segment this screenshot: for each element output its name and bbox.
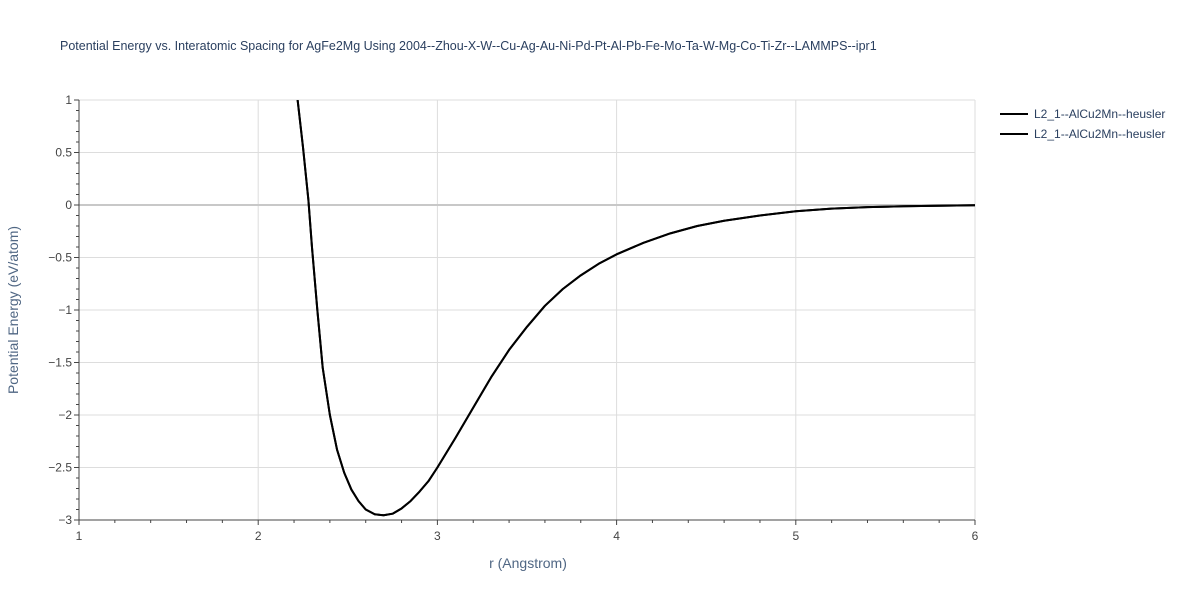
y-tick-label: −3 [58, 513, 72, 527]
x-tick-label: 3 [434, 529, 441, 543]
x-tick-label: 4 [613, 529, 620, 543]
y-tick-label: −1.5 [48, 356, 72, 370]
y-tick-label: 1 [65, 93, 72, 107]
y-axis-title: Potential Energy (eV/atom) [5, 226, 21, 394]
series-line-2 [296, 100, 975, 517]
x-tick-label: 6 [972, 529, 979, 543]
axes [74, 99, 976, 525]
y-tick-label: −2 [58, 408, 72, 422]
y-tick-label: −2.5 [48, 461, 72, 475]
x-tick-label: 1 [76, 529, 83, 543]
y-tick-label: −1 [58, 303, 72, 317]
y-tick-label: 0 [65, 198, 72, 212]
x-axis-title: r (Angstrom) [489, 555, 567, 571]
grid-lines [79, 99, 976, 520]
y-tick-label: 0.5 [55, 146, 72, 160]
legend: L2_1--AlCu2Mn--heusler L2_1--AlCu2Mn--heu… [1000, 107, 1165, 141]
y-tick-label: −0.5 [48, 251, 72, 265]
x-tick-label: 5 [792, 529, 799, 543]
series-lines [296, 100, 975, 517]
legend-label-1: L2_1--AlCu2Mn--heusler [1034, 107, 1165, 121]
series-line-1 [296, 100, 975, 517]
chart-title: Potential Energy vs. Interatomic Spacing… [60, 39, 877, 53]
x-tick-label: 2 [255, 529, 262, 543]
tick-labels: 1 2 3 4 5 6 1 0.5 0 −0.5 −1 −1.5 −2 −2.5 −3 [48, 93, 978, 543]
legend-label-2: L2_1--AlCu2Mn--heusler [1034, 127, 1165, 141]
